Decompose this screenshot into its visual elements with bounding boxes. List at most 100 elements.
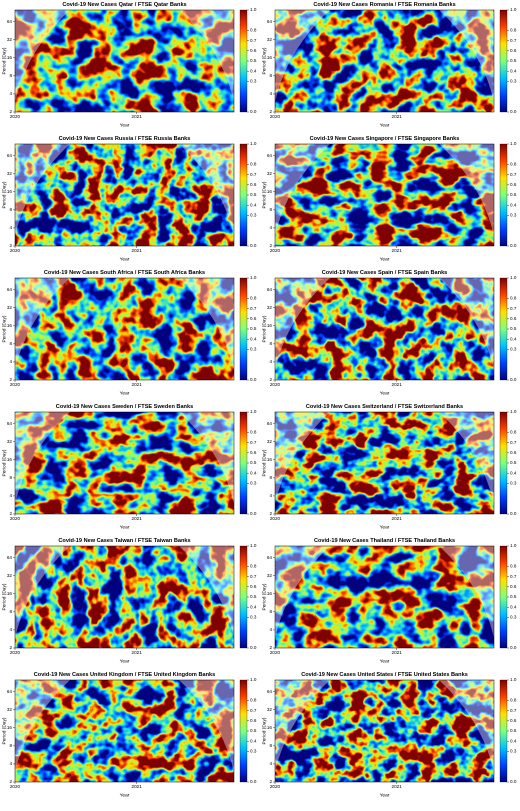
colorbar-tick-label: 0.0 bbox=[250, 109, 257, 114]
colorbar-tick-label: 0.8 bbox=[250, 698, 257, 703]
y-tick-label: 16 bbox=[7, 457, 13, 462]
plot-frame bbox=[14, 411, 235, 515]
panel-title: Covid-19 New Cases Spain / FTSE Spain Ba… bbox=[322, 270, 448, 276]
y-tick-label: 32 bbox=[7, 707, 13, 712]
cone-of-influence bbox=[275, 278, 494, 370]
plot-frame bbox=[14, 679, 235, 783]
y-tick-label: 2 bbox=[9, 645, 12, 650]
colorbar-tick-label: 0.3 bbox=[250, 749, 257, 754]
coherence-field bbox=[15, 144, 234, 246]
cone-of-influence bbox=[275, 412, 494, 504]
colorbar-tick-label: 0.3 bbox=[250, 347, 257, 352]
coherence-field bbox=[275, 680, 494, 782]
y-tick-label: 2 bbox=[269, 243, 272, 248]
x-axis-label: Year bbox=[120, 658, 130, 664]
y-tick-label: 4 bbox=[9, 761, 12, 766]
y-tick-label: 32 bbox=[267, 305, 273, 310]
plot-frame bbox=[274, 143, 495, 247]
y-tick-label: 8 bbox=[269, 207, 272, 212]
y-axis-label: Period (Day) bbox=[261, 47, 267, 74]
y-tick-label: 4 bbox=[9, 225, 12, 230]
colorbar-tick-label: 0.6 bbox=[250, 48, 257, 53]
colorbar-tick-label: 0.0 bbox=[510, 109, 517, 114]
x-tick-label: 2020 bbox=[270, 784, 281, 789]
colorbar-tick-label: 1.0 bbox=[510, 409, 517, 414]
colorbar-tick-label: 0.4 bbox=[250, 202, 257, 207]
y-tick-label: 4 bbox=[269, 493, 272, 498]
colorbar-tick-label: 0.4 bbox=[250, 738, 257, 743]
x-tick-label: 2021 bbox=[132, 650, 143, 655]
colorbar-tick-label: 0.7 bbox=[510, 172, 517, 177]
cone-of-influence bbox=[15, 144, 234, 236]
cone-of-influence bbox=[15, 412, 234, 504]
colorbar bbox=[499, 679, 508, 783]
y-tick-label: 32 bbox=[7, 37, 13, 42]
colorbar-tick-label: 1.0 bbox=[250, 7, 257, 12]
colorbar-tick-label: 0.8 bbox=[510, 28, 517, 33]
y-tick-label: 8 bbox=[269, 475, 272, 480]
y-tick-label: 32 bbox=[7, 573, 13, 578]
y-tick-label: 16 bbox=[7, 189, 13, 194]
colorbar-tick-label: 0.7 bbox=[510, 708, 517, 713]
y-tick-label: 64 bbox=[267, 555, 273, 560]
x-tick-label: 2021 bbox=[132, 382, 143, 387]
y-tick-label: 16 bbox=[7, 55, 13, 60]
y-tick-label: 2 bbox=[9, 243, 12, 248]
colorbar-tick-label: 0.0 bbox=[510, 243, 517, 248]
y-tick-label: 4 bbox=[9, 359, 12, 364]
x-tick-label: 2020 bbox=[270, 382, 281, 387]
colorbar-tick-label: 0.7 bbox=[510, 38, 517, 43]
colorbar-tick-label: 0.8 bbox=[250, 296, 257, 301]
y-axis-label: Period (Day) bbox=[261, 717, 267, 744]
colorbar-tick-label: 0.3 bbox=[250, 79, 257, 84]
colorbar-tick-label: 0.0 bbox=[510, 645, 517, 650]
colorbar bbox=[239, 9, 248, 113]
x-tick-label: 2020 bbox=[10, 114, 21, 119]
panel-title: Covid-19 New Cases Switzerland / FTSE Sw… bbox=[306, 404, 463, 410]
colorbar-tick-label: 0.3 bbox=[510, 347, 517, 352]
colorbar-tick-label: 0.4 bbox=[250, 336, 257, 341]
colorbar-tick-label: 0.0 bbox=[510, 779, 517, 784]
y-tick-label: 4 bbox=[9, 627, 12, 632]
y-tick-label: 8 bbox=[9, 743, 12, 748]
y-tick-label: 2 bbox=[9, 779, 12, 784]
coherence-field bbox=[15, 680, 234, 782]
colorbar-tick-label: 0.5 bbox=[250, 192, 257, 197]
y-tick-label: 64 bbox=[267, 287, 273, 292]
colorbar-tick-label: 0.6 bbox=[250, 316, 257, 321]
panel-title: Covid-19 New Cases Romania / FTSE Romani… bbox=[313, 2, 455, 8]
colorbar-tick-label: 0.6 bbox=[250, 584, 257, 589]
x-tick-label: 2020 bbox=[10, 650, 21, 655]
y-tick-label: 32 bbox=[267, 573, 273, 578]
colorbar-tick-label: 0.6 bbox=[250, 450, 257, 455]
colorbar-tick-label: 0.7 bbox=[250, 172, 257, 177]
colorbar-tick-label: 0.8 bbox=[250, 564, 257, 569]
colorbar-tick-label: 0.8 bbox=[250, 430, 257, 435]
y-tick-label: 8 bbox=[9, 73, 12, 78]
y-tick-label: 8 bbox=[9, 207, 12, 212]
y-tick-label: 2 bbox=[9, 109, 12, 114]
y-tick-label: 2 bbox=[269, 377, 272, 382]
colorbar-tick-label: 0.4 bbox=[510, 336, 517, 341]
colorbar-tick-label: 1.0 bbox=[250, 677, 257, 682]
colorbar-tick-label: 0.5 bbox=[510, 460, 517, 465]
colorbar-tick-label: 1.0 bbox=[250, 543, 257, 548]
y-tick-label: 8 bbox=[269, 73, 272, 78]
y-tick-label: 64 bbox=[7, 555, 13, 560]
colorbar-tick-label: 0.6 bbox=[510, 316, 517, 321]
y-axis-label: Period (Day) bbox=[261, 449, 267, 476]
colorbar-tick-label: 0.5 bbox=[510, 728, 517, 733]
y-tick-label: 32 bbox=[267, 439, 273, 444]
cone-of-influence bbox=[275, 144, 494, 236]
colorbar bbox=[499, 277, 508, 381]
x-tick-label: 2020 bbox=[10, 784, 21, 789]
y-tick-label: 32 bbox=[267, 171, 273, 176]
